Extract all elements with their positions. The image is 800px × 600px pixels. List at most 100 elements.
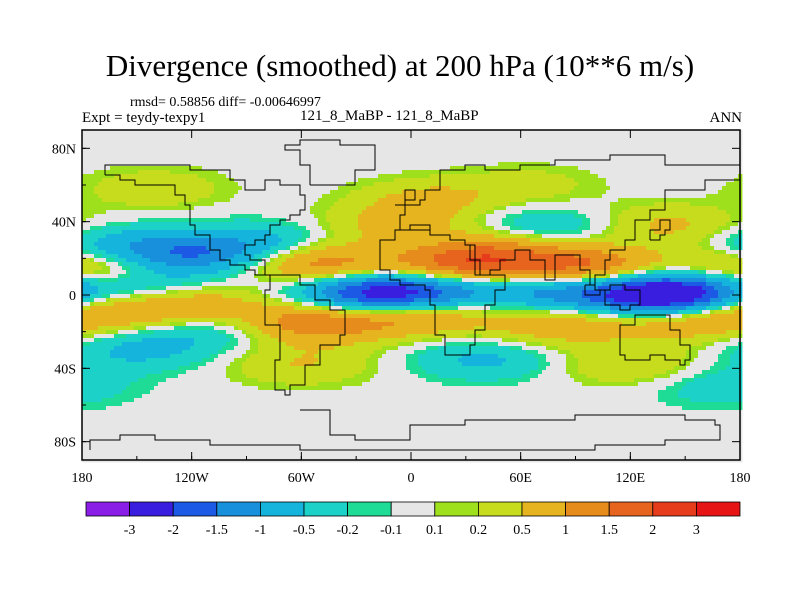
field-cell [674,130,679,135]
field-cell [722,158,727,163]
field-cell [310,154,315,159]
field-cell [666,238,671,243]
field-cell [626,206,631,211]
field-cell [286,214,291,219]
field-cell [666,142,671,147]
field-cell [562,150,567,155]
field-cell [566,142,571,147]
field-cell [210,198,215,203]
field-cell [178,234,183,239]
field-cell [654,206,659,211]
field-cell [262,142,267,147]
field-cell [194,210,199,215]
field-cell [86,134,91,139]
field-cell [602,246,607,251]
field-cell [642,234,647,239]
field-cell [570,206,575,211]
field-cell [266,190,271,195]
field-cell [258,138,263,143]
field-cell [202,174,207,179]
field-cell [382,194,387,199]
field-cell [618,238,623,243]
field-cell [634,142,639,147]
field-cell [326,234,331,239]
field-cell [442,142,447,147]
field-cell [378,138,383,143]
field-cell [334,230,339,235]
field-cell [134,202,139,207]
field-cell [650,230,655,235]
field-cell [706,154,711,159]
field-cell [274,230,279,235]
field-cell [322,134,327,139]
field-cell [490,174,495,179]
field-cell [274,242,279,247]
field-cell [278,214,283,219]
field-cell [530,166,535,171]
field-cell [382,142,387,147]
field-cell [650,166,655,171]
field-cell [274,218,279,223]
field-cell [682,142,687,147]
field-cell [282,206,287,211]
field-cell [118,226,123,231]
field-cell [698,182,703,187]
field-cell [670,166,675,171]
field-cell [454,222,459,227]
field-cell [302,194,307,199]
field-cell [598,154,603,159]
field-cell [390,206,395,211]
field-cell [94,182,99,187]
field-cell [502,202,507,207]
field-cell [426,154,431,159]
field-cell [722,198,727,203]
field-cell [282,210,287,215]
field-cell [546,226,551,231]
field-cell [466,142,471,147]
field-cell [270,154,275,159]
field-cell [734,154,739,159]
field-cell [346,234,351,239]
field-cell [146,246,151,251]
field-cell [318,134,323,139]
field-cell [458,142,463,147]
field-cell [354,186,359,191]
field-cell [582,178,587,183]
field-cell [162,194,167,199]
field-cell [382,226,387,231]
field-cell [462,202,467,207]
field-cell [410,226,415,231]
field-cell [730,222,735,227]
field-cell [130,250,135,255]
field-cell [122,202,127,207]
field-cell [218,198,223,203]
field-cell [498,230,503,235]
field-cell [278,142,283,147]
field-cell [214,242,219,247]
field-cell [494,150,499,155]
field-cell [734,222,739,227]
field-cell [142,134,147,139]
field-cell [562,234,567,239]
field-cell [474,186,479,191]
field-cell [678,170,683,175]
field-cell [398,138,403,143]
field-cell [382,202,387,207]
field-cell [490,142,495,147]
field-cell [278,174,283,179]
field-cell [218,154,223,159]
field-cell [602,210,607,215]
field-cell [690,218,695,223]
field-cell [430,134,435,139]
field-cell [614,246,619,251]
field-cell [182,218,187,223]
field-cell [410,170,415,175]
field-cell [134,166,139,171]
field-cell [214,174,219,179]
field-cell [454,218,459,223]
field-cell [350,142,355,147]
field-cell [662,182,667,187]
field-cell [678,166,683,171]
field-cell [90,214,95,219]
field-cell [562,206,567,211]
